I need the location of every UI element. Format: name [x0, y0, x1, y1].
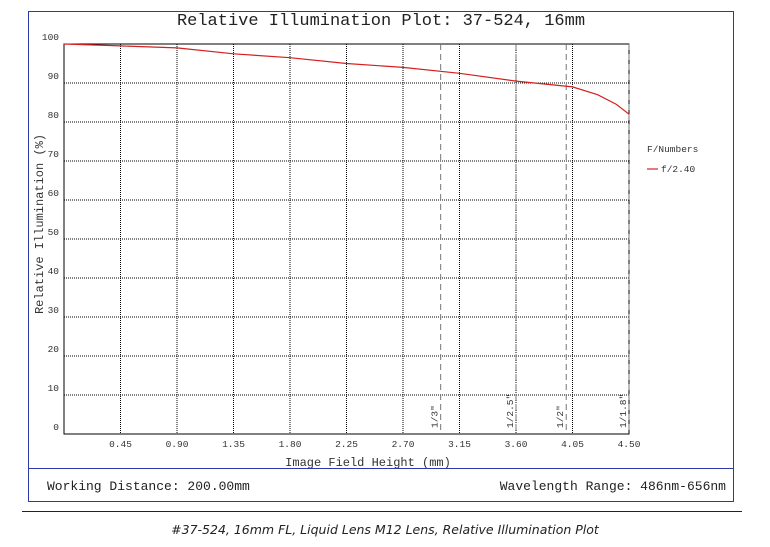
series-line: [63, 43, 630, 115]
grid-layer: [63, 43, 630, 435]
y-tick-label: 70: [48, 149, 60, 160]
legend-title: F/Numbers: [647, 144, 698, 155]
x-axis-label: Image Field Height (mm): [285, 456, 451, 470]
y-tick-label: 10: [48, 383, 60, 394]
legend-layer: F/Numbers f/2.40: [647, 144, 698, 175]
series-layer: [63, 43, 630, 115]
sensor-marker-label: 1/2": [555, 405, 566, 428]
working-distance-label: Working Distance: 200.00mm: [47, 479, 250, 494]
x-tick-label: 4.05: [561, 439, 584, 450]
y-tick-label: 0: [53, 422, 59, 433]
y-tick-label: 20: [48, 344, 60, 355]
y-tick-label: 40: [48, 266, 60, 277]
x-tick-label: 3.15: [448, 439, 471, 450]
x-tick-label: 1.35: [222, 439, 245, 450]
legend-entry: f/2.40: [661, 164, 696, 175]
caption-divider: [22, 511, 742, 512]
y-tick-label: 80: [48, 110, 60, 121]
axis-layer: 0 10 20 30 40 50 60 70 80 90 100 0.45 0.90 1.35 1.80 2.…: [42, 32, 641, 450]
y-tick-label: 30: [48, 305, 60, 316]
y-axis-label: Relative Illumination (%): [33, 134, 47, 314]
x-tick-label: 2.25: [335, 439, 358, 450]
sensor-marker-label: 1/1.8": [618, 394, 629, 428]
wavelength-range-label: Wavelength Range: 486nm-656nm: [499, 479, 726, 494]
y-tick-label: 90: [48, 71, 60, 82]
chart-title: Relative Illumination Plot: 37-524, 16mm: [176, 12, 586, 31]
figure-caption: #37-524, 16mm FL, Liquid Lens M12 Lens, …: [171, 522, 599, 537]
x-tick-label: 3.60: [505, 439, 528, 450]
x-tick-label: 0.90: [166, 439, 189, 450]
sensor-marker-layer: 1/3" 1/2.5" 1/2" 1/1.8": [430, 44, 630, 434]
y-tick-label: 60: [48, 188, 60, 199]
y-tick-label: 50: [48, 227, 60, 238]
footer-divider: [28, 468, 734, 469]
sensor-marker-label: 1/3": [430, 405, 441, 428]
x-tick-label: 0.45: [109, 439, 132, 450]
plot-frame: [28, 11, 734, 502]
x-tick-label: 2.70: [392, 439, 415, 450]
x-tick-label: 1.80: [279, 439, 302, 450]
x-tick-label: 4.50: [618, 439, 641, 450]
y-tick-label: 100: [42, 32, 59, 43]
sensor-marker-label: 1/2.5": [505, 394, 516, 428]
